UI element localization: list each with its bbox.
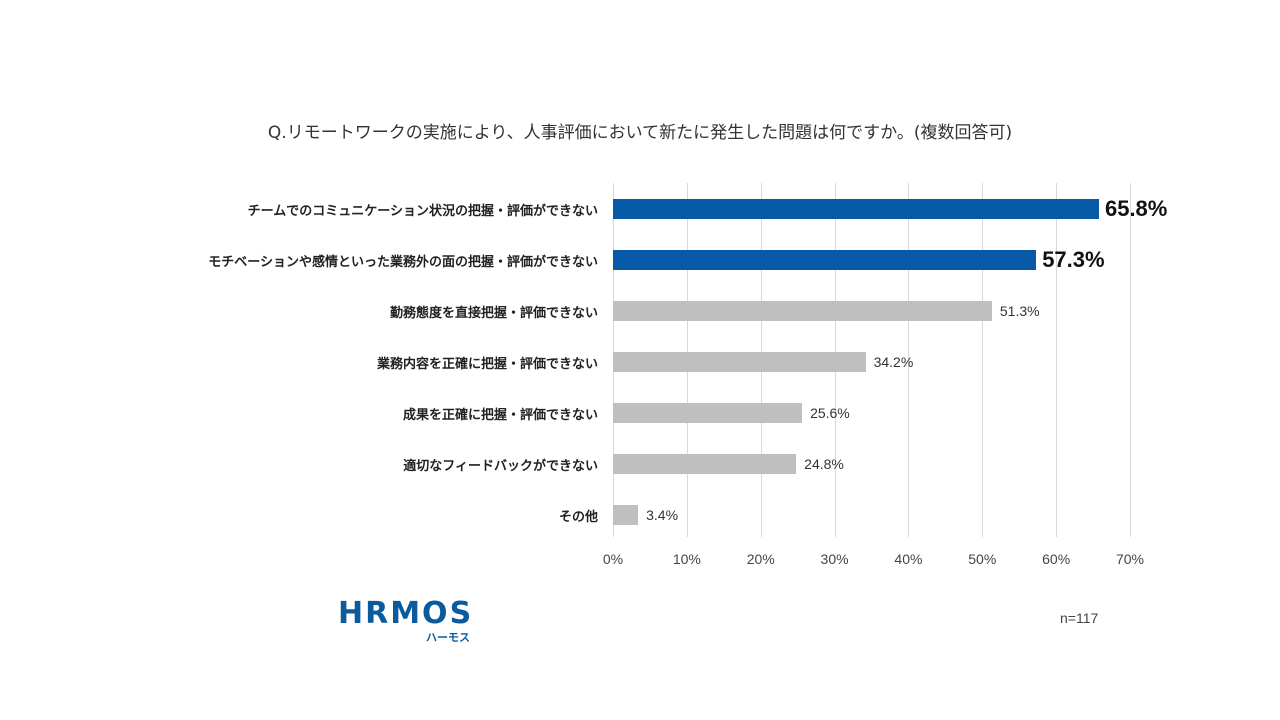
value-label: 3.4% [646, 507, 679, 523]
gridline [1056, 183, 1058, 537]
x-tick-label: 0% [602, 551, 624, 567]
category-label: モチベーションや感情といった業務外の面の把握・評価ができない [208, 255, 598, 270]
category-label: チームでのコミュニケーション状況の把握・評価ができない [247, 204, 598, 219]
category-label: 成果を正確に把握・評価できない [402, 408, 598, 423]
bar [613, 250, 1037, 270]
gridline [1130, 183, 1131, 537]
x-tick-label: 40% [894, 551, 923, 567]
bar [613, 352, 866, 372]
bar [613, 403, 803, 423]
bar [613, 199, 1099, 219]
value-label: 51.3% [999, 303, 1040, 319]
value-label: 34.2% [873, 354, 914, 370]
category-label: 勤務態度を直接把握・評価できない [389, 306, 598, 321]
hrmos-logo: HRMOS ハーモス [338, 596, 474, 644]
bar [613, 301, 992, 321]
x-tick-label: 10% [672, 551, 701, 567]
bar [613, 505, 639, 525]
category-label: その他 [558, 510, 598, 525]
category-label: 業務内容を正確に把握・評価できない [376, 357, 598, 372]
plot-area: 65.8% 57.3% 51.3% 34.2% 25.6% 24.8% 3.4% [613, 183, 1167, 537]
logo-subtext: ハーモス [426, 631, 470, 644]
x-tick-label: 50% [968, 551, 997, 567]
x-tick-label: 30% [820, 551, 849, 567]
logo-text: HRMOS [338, 596, 474, 631]
value-label: 24.8% [804, 456, 844, 472]
gridline [908, 183, 910, 537]
value-label: 25.6% [810, 405, 850, 421]
x-tick-label: 60% [1042, 551, 1071, 567]
gridline [982, 183, 984, 537]
chart-title: Q.リモートワークの実施により、人事評価において新たに発生した問題は何ですか。(… [267, 123, 1013, 143]
sample-size: n=117 [1060, 610, 1099, 626]
value-label: 57.3% [1042, 247, 1105, 272]
bar [613, 454, 797, 474]
x-tick-label: 20% [746, 551, 775, 567]
x-tick-label: 70% [1115, 551, 1145, 567]
category-label: 適切なフィードバックができない [403, 459, 598, 474]
value-label: 65.8% [1104, 196, 1168, 221]
